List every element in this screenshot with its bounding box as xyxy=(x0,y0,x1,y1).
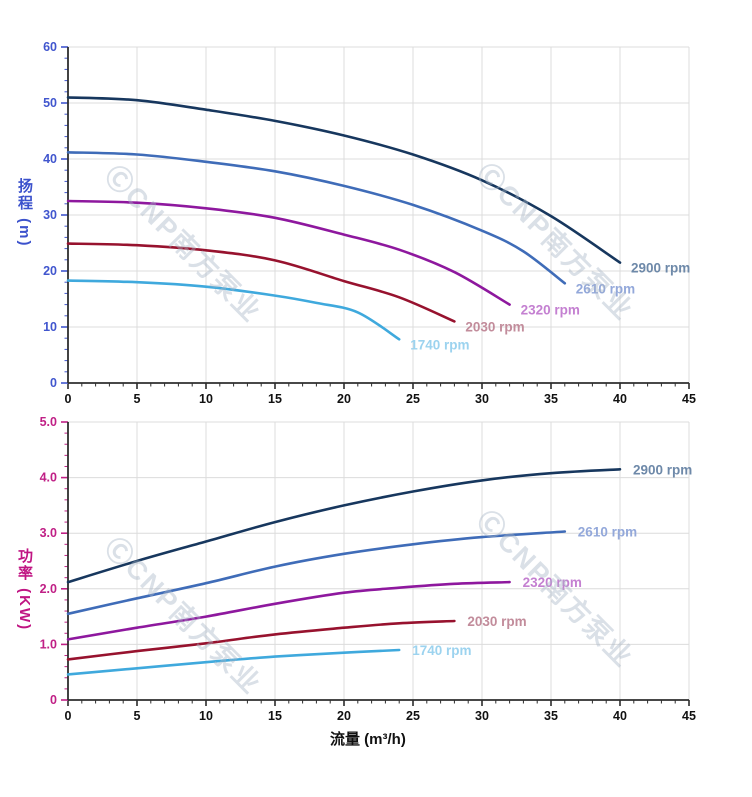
x-tick-label: 15 xyxy=(268,709,282,723)
y-tick-label: 20 xyxy=(43,264,57,278)
panel-power: 0 5 10 15 20 25 30 35 40 45 0 1.0 2.0 3.0 4.0 5.0 2900 r… xyxy=(40,415,696,723)
curve-2320rpm xyxy=(66,199,511,306)
x-tick-label: 45 xyxy=(682,709,696,723)
x-tick-label: 30 xyxy=(475,392,489,406)
curve-2900rpm xyxy=(66,96,622,264)
y-tick-label: 30 xyxy=(43,208,57,222)
x-tick-label: 10 xyxy=(199,392,213,406)
series-label-2030rpm: 2030 rpm xyxy=(467,614,526,629)
curve-2030rpm xyxy=(66,242,456,323)
panel-head: 0 5 10 15 20 25 30 35 40 45 0 10 20 30 40 50 60 2900 rpm 2… xyxy=(43,40,696,406)
x-minor-ticks xyxy=(81,383,676,387)
curve-2610rpm xyxy=(66,150,567,285)
series-label-2610rpm: 2610 rpm xyxy=(578,525,637,540)
x-tick-label: 5 xyxy=(134,709,141,723)
x-tick-label: 35 xyxy=(544,709,558,723)
y-tick-label: 40 xyxy=(43,152,57,166)
y-tick-label: 60 xyxy=(43,40,57,54)
x-tick-label: 15 xyxy=(268,392,282,406)
y-tick-label: 0 xyxy=(50,376,57,390)
curve-2900rpm xyxy=(66,468,622,584)
x-major-ticks xyxy=(67,383,690,389)
curve-1740rpm xyxy=(66,648,401,676)
y-tick-label: 4.0 xyxy=(40,471,57,485)
series-label-2030rpm: 2030 rpm xyxy=(465,319,524,334)
y-tick-label: 5.0 xyxy=(40,415,57,429)
y-major-ticks xyxy=(61,46,68,384)
series-label-2900rpm: 2900 rpm xyxy=(631,261,690,276)
y-tick-label: 50 xyxy=(43,96,57,110)
series-label-2320rpm: 2320 rpm xyxy=(521,303,580,318)
y-tick-label: 1.0 xyxy=(40,637,57,651)
y-tick-label: 2.0 xyxy=(40,582,57,596)
x-tick-label: 0 xyxy=(65,709,72,723)
x-tick-label: 40 xyxy=(613,392,627,406)
y-tick-label: 10 xyxy=(43,320,57,334)
x-tick-label: 35 xyxy=(544,392,558,406)
power-axis-title: 功率 (KW) xyxy=(16,548,33,632)
series-label-2900rpm: 2900 rpm xyxy=(633,462,692,477)
series-label-2610rpm: 2610 rpm xyxy=(576,281,635,296)
curve-2320rpm xyxy=(66,580,511,641)
x-tick-label: 20 xyxy=(337,709,351,723)
curve-2030rpm xyxy=(66,619,456,661)
x-tick-label: 30 xyxy=(475,709,489,723)
series-label-2320rpm: 2320 rpm xyxy=(523,575,582,590)
series-label-1740rpm: 1740 rpm xyxy=(410,337,469,352)
x-tick-label: 45 xyxy=(682,392,696,406)
x-tick-label: 40 xyxy=(613,709,627,723)
gridlines xyxy=(68,421,690,700)
gridlines xyxy=(68,46,690,383)
series-label-1740rpm: 1740 rpm xyxy=(412,643,471,658)
y-major-ticks xyxy=(61,421,68,701)
x-tick-label: 25 xyxy=(406,392,420,406)
head-axis-title: 扬程 (m) xyxy=(16,178,33,248)
y-tick-label: 3.0 xyxy=(40,526,57,540)
curve-2610rpm xyxy=(66,530,567,616)
x-tick-label: 25 xyxy=(406,709,420,723)
x-tick-label: 5 xyxy=(134,392,141,406)
x-tick-label: 0 xyxy=(65,392,72,406)
curve-1740rpm xyxy=(66,279,401,341)
y-tick-label: 0 xyxy=(50,693,57,707)
x-tick-label: 10 xyxy=(199,709,213,723)
flow-axis-title: 流量 (m³/h) xyxy=(330,731,406,748)
x-major-ticks xyxy=(67,700,690,706)
x-tick-label: 20 xyxy=(337,392,351,406)
